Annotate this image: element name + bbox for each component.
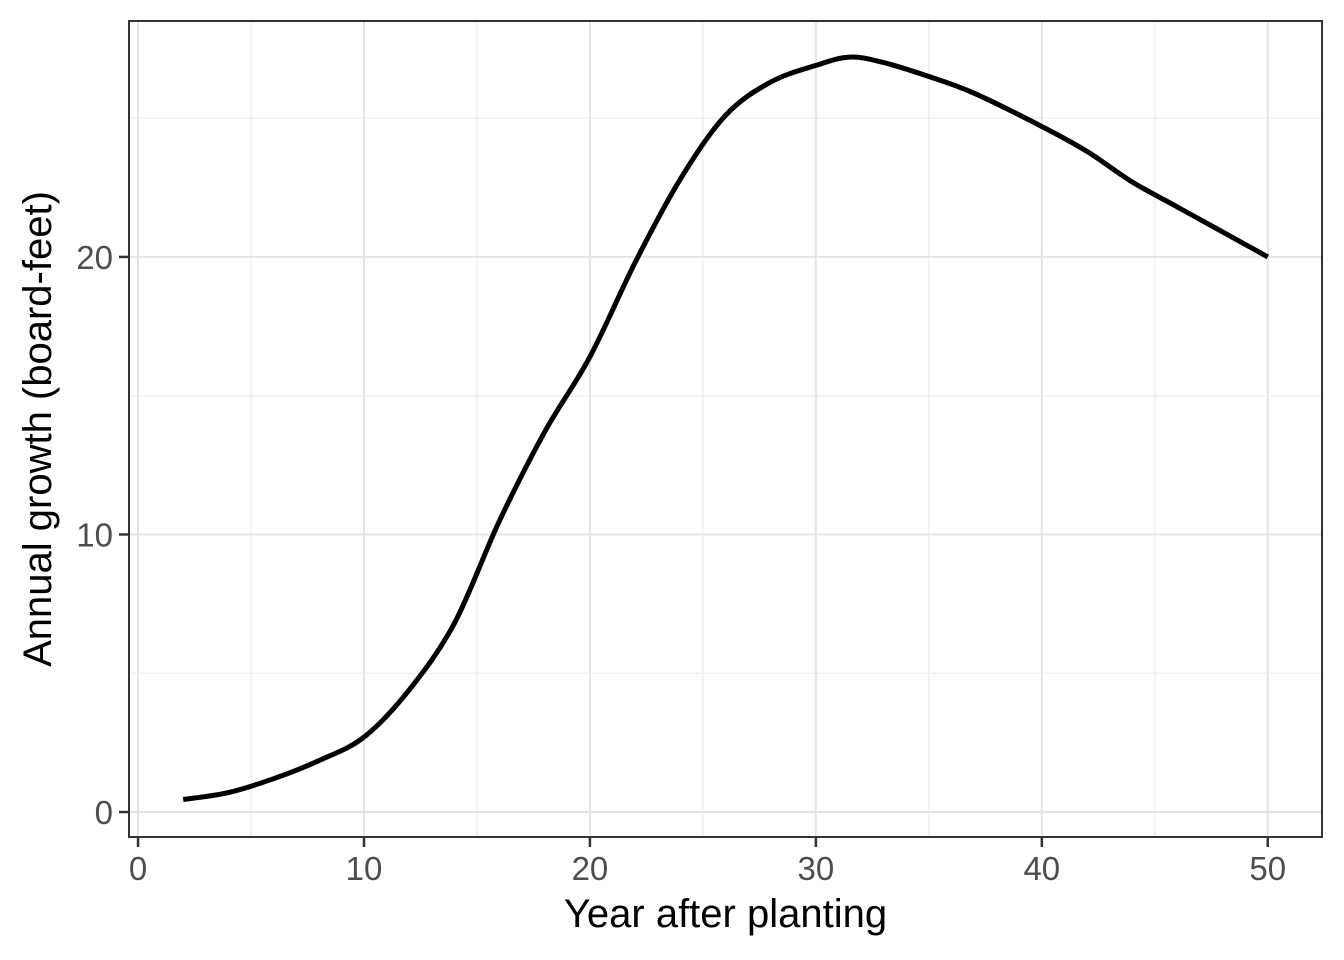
x-tick-label: 20 [572, 850, 609, 887]
panel-border [128, 20, 1323, 838]
minor-gridlines [129, 21, 1322, 837]
growth-curve-line [182, 54, 1269, 802]
axis-tick-labels: 0 10 20 30 40 50 0 10 20 [76, 239, 1286, 887]
axis-tick-marks [119, 255, 1270, 847]
y-tick-label: 10 [76, 516, 113, 553]
x-tick-label: 10 [346, 850, 383, 887]
x-tick-label: 40 [1023, 850, 1060, 887]
major-gridlines [129, 21, 1322, 837]
y-axis-title: Annual growth (board-feet) [16, 191, 60, 667]
y-tick-label: 0 [95, 794, 113, 831]
y-tick-label: 20 [76, 239, 113, 276]
growth-curve-group [182, 54, 1269, 802]
x-tick-label: 30 [798, 850, 835, 887]
x-tick-label: 0 [129, 850, 147, 887]
x-axis-title: Year after planting [564, 892, 887, 936]
x-tick-label: 50 [1249, 850, 1286, 887]
